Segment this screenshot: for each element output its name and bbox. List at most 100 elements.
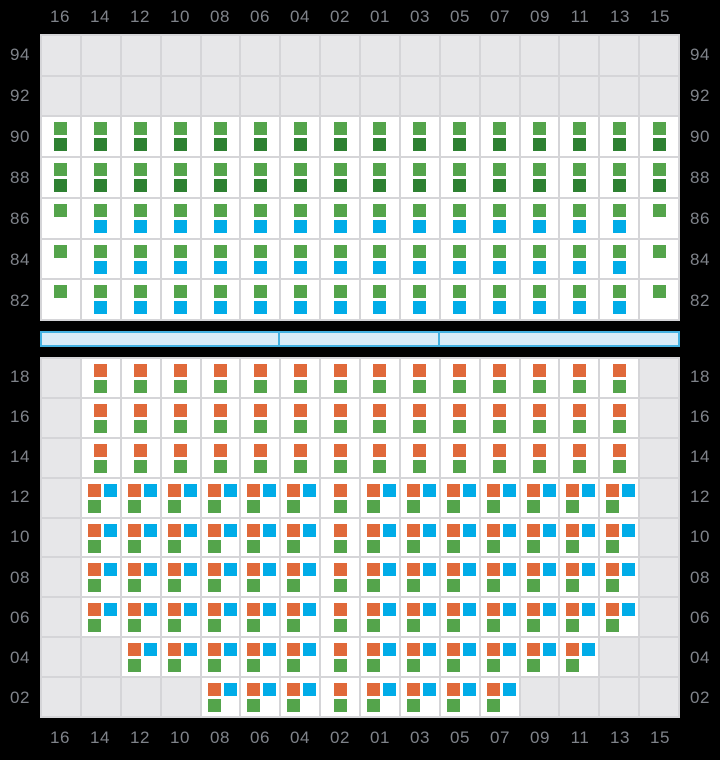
- bay-slot[interactable]: [480, 117, 519, 157]
- bay-slot[interactable]: [241, 598, 280, 637]
- bay-slot[interactable]: [560, 359, 599, 397]
- bay-slot[interactable]: [440, 438, 479, 477]
- bay-slot[interactable]: [201, 478, 240, 517]
- bay-slot[interactable]: [560, 638, 599, 677]
- bay-slot[interactable]: [520, 438, 559, 477]
- bay-slot[interactable]: [560, 598, 599, 637]
- bay-slot[interactable]: [81, 678, 120, 716]
- bay-slot[interactable]: [600, 678, 639, 716]
- bay-slot[interactable]: [241, 359, 280, 397]
- bay-slot[interactable]: [241, 158, 280, 197]
- bay-slot[interactable]: [161, 117, 200, 157]
- bay-slot[interactable]: [640, 36, 678, 75]
- bay-slot[interactable]: [81, 280, 120, 319]
- bay-slot[interactable]: [361, 76, 399, 116]
- bay-slot[interactable]: [520, 280, 559, 319]
- bay-slot[interactable]: [600, 598, 639, 637]
- bay-slot[interactable]: [520, 359, 559, 397]
- bay-slot[interactable]: [480, 76, 519, 116]
- bay-slot[interactable]: [241, 518, 280, 557]
- bay-slot[interactable]: [560, 158, 599, 197]
- bay-slot[interactable]: [600, 158, 639, 197]
- bay-slot[interactable]: [161, 398, 200, 437]
- bay-slot[interactable]: [361, 478, 399, 517]
- bay-slot[interactable]: [640, 438, 678, 477]
- bay-slot[interactable]: [81, 558, 120, 597]
- bay-slot[interactable]: [121, 36, 160, 75]
- bay-slot[interactable]: [161, 198, 200, 238]
- bay-slot[interactable]: [42, 558, 80, 597]
- bay-slot[interactable]: [440, 359, 479, 397]
- bay-slot[interactable]: [600, 36, 639, 75]
- bay-slot[interactable]: [361, 558, 399, 597]
- bay-slot[interactable]: [161, 36, 200, 75]
- bay-slot[interactable]: [121, 280, 160, 319]
- bay-slot[interactable]: [640, 598, 678, 637]
- hatch-cover-segment[interactable]: [278, 331, 440, 347]
- bay-slot[interactable]: [321, 558, 359, 597]
- bay-slot[interactable]: [520, 598, 559, 637]
- bay-slot[interactable]: [520, 158, 559, 197]
- bay-slot[interactable]: [241, 438, 280, 477]
- bay-slot[interactable]: [520, 239, 559, 279]
- bay-slot[interactable]: [480, 638, 519, 677]
- bay-slot[interactable]: [201, 158, 240, 197]
- bay-slot[interactable]: [42, 359, 80, 397]
- bay-slot[interactable]: [400, 678, 439, 716]
- bay-slot[interactable]: [361, 359, 399, 397]
- bay-slot[interactable]: [281, 678, 320, 716]
- bay-slot[interactable]: [520, 76, 559, 116]
- bay-slot[interactable]: [400, 478, 439, 517]
- bay-slot[interactable]: [281, 198, 320, 238]
- bay-slot[interactable]: [241, 558, 280, 597]
- bay-slot[interactable]: [201, 76, 240, 116]
- bay-slot[interactable]: [480, 158, 519, 197]
- bay-slot[interactable]: [81, 76, 120, 116]
- bay-slot[interactable]: [400, 638, 439, 677]
- bay-slot[interactable]: [440, 478, 479, 517]
- bay-slot[interactable]: [241, 36, 280, 75]
- bay-slot[interactable]: [42, 158, 80, 197]
- bay-slot[interactable]: [480, 359, 519, 397]
- bay-slot[interactable]: [440, 558, 479, 597]
- bay-slot[interactable]: [241, 239, 280, 279]
- bay-slot[interactable]: [321, 36, 359, 75]
- bay-slot[interactable]: [281, 158, 320, 197]
- bay-slot[interactable]: [241, 638, 280, 677]
- bay-slot[interactable]: [81, 117, 120, 157]
- bay-slot[interactable]: [520, 478, 559, 517]
- bay-slot[interactable]: [201, 359, 240, 397]
- bay-slot[interactable]: [42, 76, 80, 116]
- bay-slot[interactable]: [81, 158, 120, 197]
- bay-slot[interactable]: [640, 76, 678, 116]
- bay-slot[interactable]: [361, 117, 399, 157]
- bay-slot[interactable]: [121, 158, 160, 197]
- bay-slot[interactable]: [81, 359, 120, 397]
- bay-slot[interactable]: [281, 638, 320, 677]
- bay-slot[interactable]: [560, 678, 599, 716]
- bay-slot[interactable]: [81, 638, 120, 677]
- bay-slot[interactable]: [440, 198, 479, 238]
- bay-slot[interactable]: [480, 598, 519, 637]
- bay-slot[interactable]: [361, 398, 399, 437]
- bay-slot[interactable]: [640, 678, 678, 716]
- bay-slot[interactable]: [81, 239, 120, 279]
- bay-slot[interactable]: [600, 518, 639, 557]
- bay-slot[interactable]: [201, 598, 240, 637]
- bay-slot[interactable]: [201, 558, 240, 597]
- bay-slot[interactable]: [281, 117, 320, 157]
- bay-slot[interactable]: [400, 598, 439, 637]
- bay-slot[interactable]: [241, 280, 280, 319]
- bay-slot[interactable]: [201, 280, 240, 319]
- bay-slot[interactable]: [480, 398, 519, 437]
- bay-slot[interactable]: [361, 438, 399, 477]
- bay-slot[interactable]: [161, 478, 200, 517]
- bay-slot[interactable]: [600, 198, 639, 238]
- bay-slot[interactable]: [42, 678, 80, 716]
- bay-slot[interactable]: [480, 558, 519, 597]
- bay-slot[interactable]: [400, 398, 439, 437]
- bay-slot[interactable]: [600, 117, 639, 157]
- bay-slot[interactable]: [121, 678, 160, 716]
- bay-slot[interactable]: [321, 398, 359, 437]
- bay-slot[interactable]: [321, 678, 359, 716]
